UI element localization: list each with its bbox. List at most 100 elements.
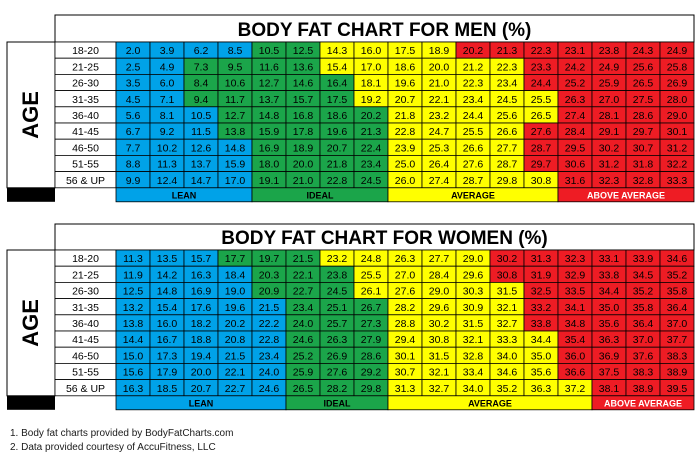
footnote-source: 1. Body fat charts provided by BodyFatCh…	[10, 428, 234, 439]
value-label: 6.2	[194, 45, 209, 57]
chart-title: BODY FAT CHART FOR WOMEN (%)	[221, 228, 548, 249]
value-label: 16.4	[327, 78, 348, 90]
value-label: 28.2	[327, 383, 348, 395]
value-label: 22.8	[327, 175, 348, 187]
value-label: 11.3	[157, 159, 177, 171]
value-label: 11.6	[259, 61, 279, 73]
value-label: 24.0	[293, 318, 314, 330]
age-label-box	[6, 41, 56, 189]
value-label: 22.4	[361, 142, 382, 154]
value-label: 23.4	[497, 78, 518, 90]
value-label: 31.9	[531, 269, 552, 281]
value-label: 18.8	[191, 334, 212, 346]
value-label: 32.8	[633, 175, 654, 187]
value-label: 20.3	[259, 269, 280, 281]
age-label: 41-45	[72, 334, 99, 346]
value-label: 29.4	[395, 334, 416, 346]
value-label: 37.5	[599, 367, 620, 379]
value-label: 24.0	[259, 367, 280, 379]
value-label: 7.3	[194, 61, 209, 73]
value-label: 24.9	[599, 61, 620, 73]
value-label: 29.7	[633, 126, 654, 138]
value-label: 6.0	[160, 78, 175, 90]
category-label: IDEAL	[307, 190, 335, 200]
value-label: 38.3	[633, 367, 654, 379]
value-label: 23.4	[293, 302, 314, 314]
value-label: 18.6	[395, 61, 416, 73]
value-label: 26.1	[361, 286, 382, 298]
value-label: 35.4	[565, 334, 586, 346]
value-label: 24.2	[565, 61, 586, 73]
value-label: 34.0	[497, 350, 518, 362]
value-label: 26.5	[531, 110, 552, 122]
value-label: 28.7	[531, 142, 552, 154]
value-label: 21.0	[293, 175, 314, 187]
value-label: 33.8	[599, 269, 620, 281]
age-label: 36-40	[72, 318, 99, 330]
value-label: 20.7	[327, 142, 348, 154]
value-label: 25.6	[497, 110, 518, 122]
age-label: 31-35	[72, 302, 99, 314]
value-label: 27.6	[463, 159, 484, 171]
value-label: 22.1	[293, 269, 314, 281]
value-label: 25.1	[327, 302, 348, 314]
footnotes: 1. Body fat charts provided by BodyFatCh…	[10, 427, 233, 455]
value-label: 15.7	[191, 253, 212, 265]
value-label: 19.6	[225, 302, 246, 314]
value-label: 31.5	[463, 318, 484, 330]
value-label: 11.5	[191, 126, 211, 138]
value-label: 23.9	[395, 142, 416, 154]
value-label: 35.2	[633, 286, 654, 298]
value-label: 27.7	[497, 142, 518, 154]
value-label: 30.7	[395, 367, 416, 379]
value-label: 17.7	[225, 253, 246, 265]
value-label: 32.3	[599, 175, 620, 187]
value-label: 35.2	[667, 269, 688, 281]
value-label: 35.0	[531, 350, 552, 362]
value-label: 28.2	[395, 302, 416, 314]
value-label: 37.2	[565, 383, 586, 395]
value-label: 34.6	[497, 367, 518, 379]
value-label: 37.0	[633, 334, 654, 346]
value-label: 26.6	[463, 142, 484, 154]
value-label: 5.6	[126, 110, 141, 122]
value-label: 24.4	[531, 78, 552, 90]
value-label: 7.1	[160, 94, 175, 106]
value-label: 15.9	[259, 126, 280, 138]
value-label: 13.2	[123, 302, 144, 314]
value-label: 22.1	[429, 94, 450, 106]
value-label: 30.7	[633, 142, 654, 154]
age-label: 18-20	[72, 45, 99, 57]
value-label: 17.9	[157, 367, 178, 379]
value-label: 16.0	[361, 45, 382, 57]
value-label: 27.0	[599, 94, 620, 106]
value-label: 26.5	[293, 383, 314, 395]
value-label: 21.2	[463, 61, 484, 73]
value-label: 22.2	[259, 318, 280, 330]
value-label: 19.6	[327, 126, 348, 138]
value-label: 22.7	[225, 383, 246, 395]
value-label: 18.9	[293, 142, 314, 154]
value-label: 30.9	[463, 302, 484, 314]
value-label: 32.3	[565, 253, 586, 265]
value-label: 11.9	[123, 269, 143, 281]
value-label: 26.4	[429, 159, 450, 171]
value-label: 15.4	[157, 302, 178, 314]
value-label: 24.5	[327, 286, 348, 298]
age-axis-label: AGE	[18, 299, 43, 347]
value-label: 20.2	[361, 110, 382, 122]
age-label-box	[6, 249, 56, 397]
value-label: 3.5	[126, 78, 141, 90]
value-label: 24.5	[497, 94, 518, 106]
value-label: 32.5	[531, 286, 552, 298]
value-label: 26.0	[395, 175, 416, 187]
value-label: 25.9	[293, 367, 314, 379]
value-label: 35.2	[497, 383, 518, 395]
value-label: 25.7	[327, 318, 348, 330]
value-label: 24.8	[361, 253, 382, 265]
value-label: 35.8	[633, 302, 654, 314]
age-label: 56 & UP	[66, 383, 105, 395]
value-label: 34.4	[531, 334, 552, 346]
value-label: 26.3	[327, 334, 348, 346]
value-label: 26.6	[497, 126, 518, 138]
